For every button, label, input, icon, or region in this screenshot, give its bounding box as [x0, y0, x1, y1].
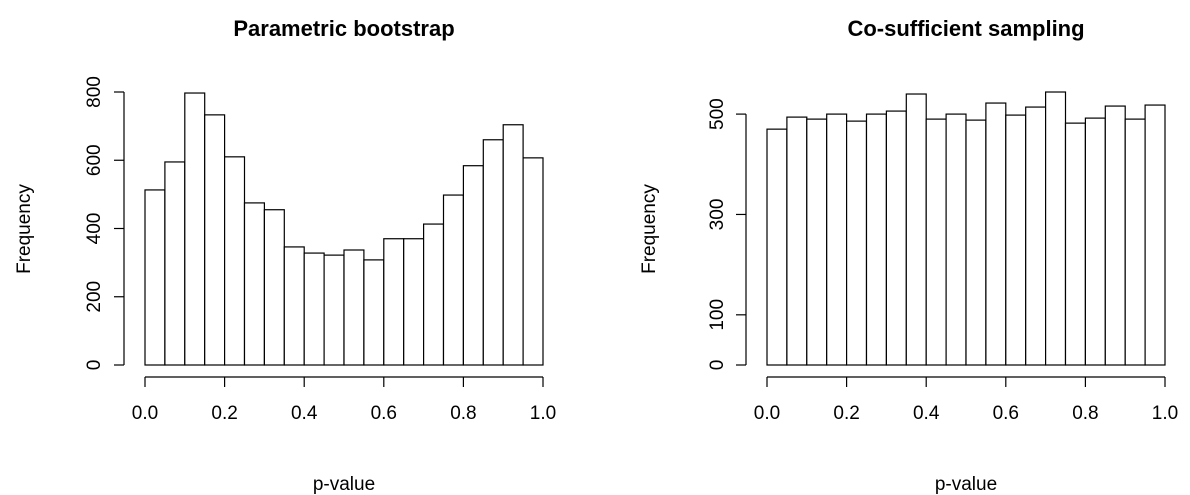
bar	[283, 246, 305, 366]
y-tick-label: 0	[707, 360, 728, 371]
bar	[1144, 104, 1166, 366]
bar	[303, 252, 325, 366]
x-tick-label: 0.4	[913, 403, 940, 424]
bar	[144, 189, 166, 366]
x-tick-label: 1.0	[530, 403, 556, 424]
bar	[845, 120, 868, 366]
x-tick-label: 0.4	[291, 403, 318, 424]
bar	[786, 116, 808, 366]
y-tick-label: 300	[707, 199, 728, 231]
bar	[502, 124, 524, 366]
bar	[522, 157, 544, 366]
bar	[1064, 122, 1086, 366]
y-axis-title: Frequency	[639, 184, 660, 274]
y-tick-label: 500	[707, 98, 728, 130]
y-tick-label: 100	[707, 299, 728, 331]
bar	[925, 118, 947, 366]
bar	[945, 113, 967, 366]
bar	[482, 139, 504, 366]
x-tick-label: 1.0	[1152, 403, 1178, 424]
y-tick-label: 800	[84, 76, 105, 108]
bar	[462, 165, 484, 366]
bar	[885, 110, 907, 366]
bar	[224, 156, 246, 366]
x-axis-title: p-value	[935, 474, 997, 495]
bar	[423, 223, 445, 366]
x-axis-title: p-value	[313, 474, 375, 495]
bar	[243, 202, 265, 366]
x-tick-label: 0.8	[1072, 403, 1098, 424]
x-tick-label: 0.8	[450, 403, 476, 424]
y-axis-title: Frequency	[14, 184, 35, 274]
bar	[865, 113, 887, 366]
bar	[985, 102, 1007, 366]
x-tick-label: 0.6	[993, 403, 1019, 424]
bar	[204, 114, 226, 366]
bar	[905, 93, 927, 366]
bar	[1084, 117, 1106, 366]
x-tick-label: 0.2	[211, 403, 237, 424]
chart-title: Parametric bootstrap	[233, 16, 454, 41]
bar	[442, 194, 464, 366]
bar	[1044, 91, 1067, 366]
y-tick-label: 400	[84, 213, 105, 245]
y-tick-label: 0	[84, 360, 105, 371]
bar	[965, 119, 987, 366]
chart-title: Co-sufficient sampling	[847, 16, 1084, 41]
bar	[164, 161, 186, 366]
bar	[363, 259, 385, 366]
bar	[826, 113, 848, 366]
bar	[383, 238, 405, 366]
bar	[323, 254, 345, 366]
bar	[263, 209, 285, 366]
bar	[806, 118, 828, 366]
bar	[1124, 118, 1146, 366]
bar	[184, 92, 206, 366]
bar	[343, 249, 365, 366]
x-tick-label: 0.6	[371, 403, 397, 424]
x-tick-label: 0.0	[754, 403, 780, 424]
x-tick-label: 0.0	[132, 403, 158, 424]
y-tick-label: 600	[84, 144, 105, 176]
bar	[403, 238, 425, 366]
y-tick-label: 200	[84, 281, 105, 313]
bar	[1104, 105, 1126, 366]
bar	[1005, 114, 1027, 366]
bar	[1025, 106, 1047, 366]
bar	[766, 128, 788, 366]
x-tick-label: 0.2	[833, 403, 859, 424]
